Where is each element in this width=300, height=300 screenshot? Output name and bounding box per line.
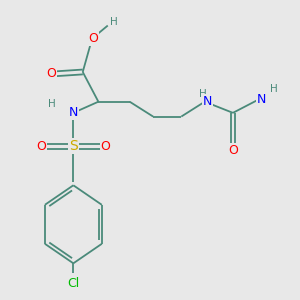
Text: H: H	[270, 84, 278, 94]
Text: H: H	[199, 89, 207, 99]
Text: O: O	[37, 140, 46, 153]
Text: O: O	[100, 140, 110, 153]
Text: N: N	[69, 106, 78, 119]
Text: O: O	[89, 32, 99, 45]
Text: N: N	[203, 95, 213, 108]
Text: O: O	[46, 67, 56, 80]
Text: O: O	[228, 144, 238, 157]
Text: H: H	[48, 99, 55, 109]
Text: S: S	[69, 139, 78, 153]
Text: Cl: Cl	[67, 277, 80, 290]
Text: H: H	[110, 17, 118, 27]
Text: N: N	[256, 93, 266, 106]
